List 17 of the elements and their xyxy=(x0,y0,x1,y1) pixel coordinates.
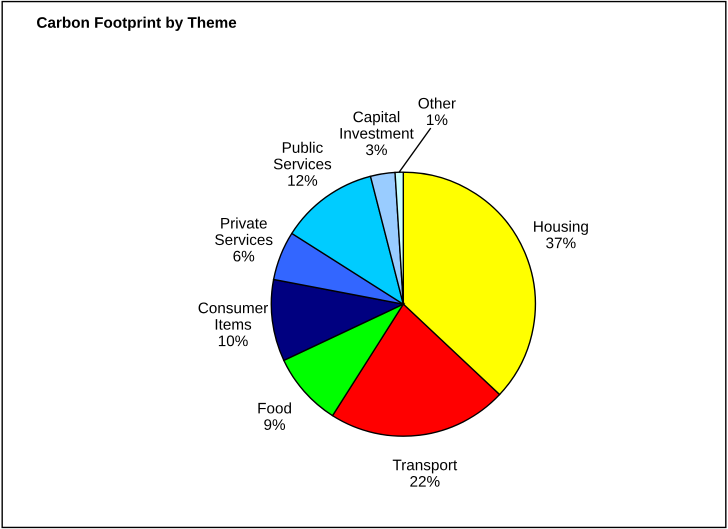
slice-label: Capital Investment xyxy=(340,111,414,139)
data-label: 12% xyxy=(288,175,318,186)
data-label: 3% xyxy=(366,144,387,156)
slice-label: Other xyxy=(418,97,456,109)
data-label: 1% xyxy=(427,114,448,126)
data-label: 6% xyxy=(233,250,254,262)
data-label: 10% xyxy=(218,335,248,346)
slice-label: Housing xyxy=(534,220,588,235)
slice-label: Transport xyxy=(392,460,458,474)
slice-label: Private Services xyxy=(215,217,272,246)
slice-label: Consumer Items xyxy=(198,302,268,330)
slice-label: Food xyxy=(258,402,291,414)
slice-label: Public Services xyxy=(274,142,332,170)
data-label: 22% xyxy=(410,476,440,487)
data-label: 9% xyxy=(264,419,286,430)
data-label: 37% xyxy=(546,238,576,248)
chart-title: Carbon Footprint by Theme xyxy=(37,16,236,31)
